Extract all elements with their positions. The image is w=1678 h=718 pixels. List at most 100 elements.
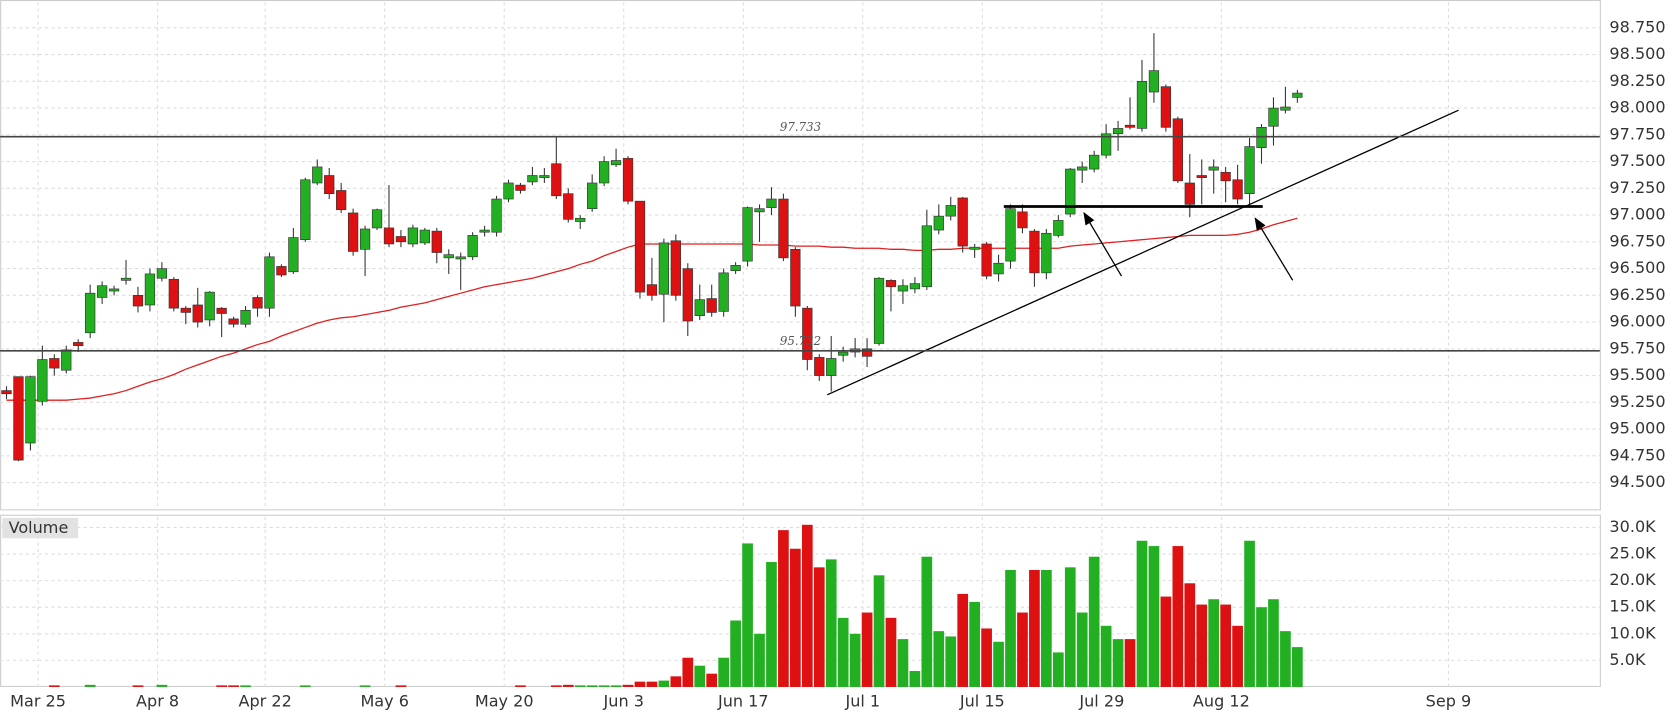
volume-bar [1232,625,1243,687]
volume-bar [598,685,610,687]
candle-body [252,297,263,309]
volume-bar [1029,569,1040,687]
volume-bar [515,685,526,687]
x-tick-label: Mar 25 [10,691,66,710]
x-tick-label: Sep 9 [1426,691,1472,710]
candle-body [766,198,777,208]
y-tick-label: 94.500 [1609,472,1665,491]
volume-bar [299,685,311,687]
candle-body [1017,211,1028,229]
candle-body [993,262,1004,275]
volume-bar [1136,540,1148,687]
candle-body [682,268,693,322]
volume-bar [1184,583,1196,687]
volume-bar [1088,556,1100,687]
volume-tick-label: 25.0K [1609,544,1656,563]
candle-body [598,161,610,184]
x-tick-label: Aug 12 [1193,691,1250,710]
volume-tick-label: 20.0K [1609,570,1656,589]
trend-line [826,109,1459,396]
volume-bar [1017,612,1028,687]
volume-bar [957,593,969,687]
candle-body [85,292,96,334]
candle-body [73,342,84,346]
candle-body [1244,146,1255,194]
candle-body [1041,232,1052,274]
candle-body [527,175,538,183]
candle-body [1292,92,1303,98]
volume-bar [1256,607,1267,687]
candle-body [25,376,36,444]
candle-body [240,309,251,325]
candle-body [1184,182,1195,205]
candle-body [347,212,359,252]
candle-body [1280,106,1291,111]
candle-body [718,272,729,312]
candle-body [1268,107,1279,127]
candle-body [491,198,502,233]
candle-body [431,230,442,253]
candle-body [479,229,490,233]
candle-body [551,163,562,197]
volume-bar [1172,546,1184,687]
x-tick-label: Jul 15 [959,691,1005,710]
candle-body [885,280,897,288]
volume-bar [1220,604,1232,687]
volume-bar [240,685,251,687]
candle-body [1112,128,1124,135]
candle-body [180,307,191,313]
candle-body [383,227,395,245]
candle-body [132,295,144,307]
candle-body [1208,166,1219,171]
volume-bar [1196,604,1208,687]
candle-body [790,248,801,307]
y-tick-label: 97.750 [1609,124,1665,143]
candle-body [312,166,323,184]
y-tick-label: 96.000 [1609,312,1665,331]
volume-bar [562,684,574,687]
candle-body [539,175,550,178]
y-tick-label: 97.000 [1609,205,1665,224]
volume-bar [1041,569,1052,687]
reference-label: 95.732 [780,334,821,348]
candle-body [61,349,72,371]
candle-body [108,288,120,292]
volume-bar [586,685,598,687]
candle-body [1172,118,1183,182]
volume-bar [670,676,682,687]
candle-body [909,283,921,290]
volume-bar [634,681,646,687]
candle-body [646,284,658,296]
candle-body [144,273,156,306]
y-tick-label: 95.500 [1609,365,1665,384]
candle-body [1077,166,1088,171]
candle-body [1124,124,1136,128]
volume-bar [1005,569,1016,687]
candle-body [634,200,646,293]
candle-body [120,277,132,281]
volume-bar [825,559,837,687]
volume-bar [813,567,825,687]
x-tick-label: Jun 3 [603,691,644,710]
x-tick-label: Apr 22 [239,691,292,710]
candle-body [96,285,108,298]
moving-average [6,217,1298,401]
candle-body [264,256,275,309]
volume-bar [873,575,885,687]
candle-body [670,240,681,296]
candle-body [957,197,968,247]
volume-bar [861,612,873,687]
volume-bar [837,617,849,687]
volume-bar [658,680,670,687]
volume-bar [550,685,562,687]
candle-body [826,358,837,376]
candle-body [395,236,407,243]
candle-body [156,268,168,279]
volume-label-box [2,517,79,539]
volume-bar [1244,540,1255,687]
volume-bar [766,562,777,687]
candle-body [873,277,885,344]
y-tick-label: 94.750 [1609,445,1665,464]
y-tick-label: 97.500 [1609,151,1665,170]
